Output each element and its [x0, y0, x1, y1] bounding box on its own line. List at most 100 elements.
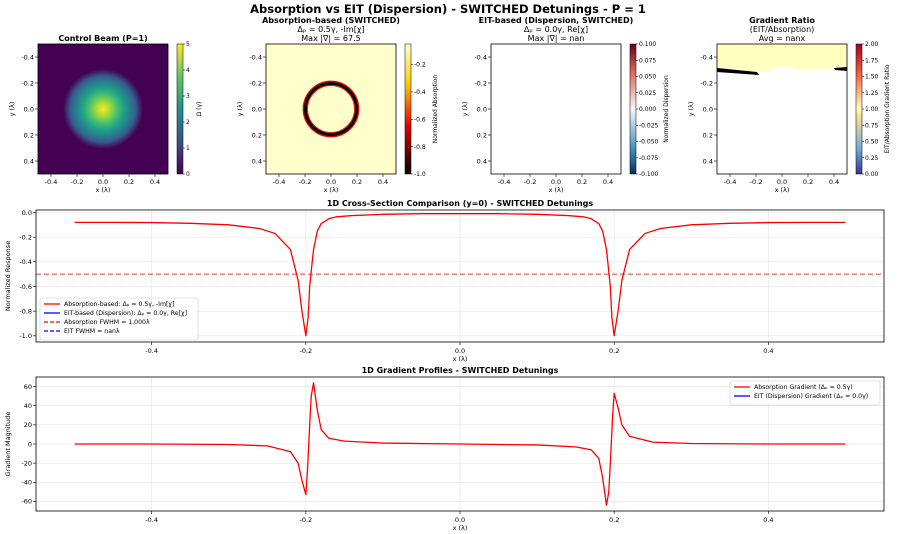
colorbar-tick-label: 1.25 [865, 90, 879, 97]
y-tick-label: 0.4 [703, 157, 713, 165]
colorbar-tick-label: 0.075 [639, 57, 656, 64]
colorbar-tick-label: -0.8 [414, 144, 426, 151]
colorbar-tick-label: 0 [186, 171, 190, 178]
colorbar-label: Normalized Dispersion [663, 75, 670, 143]
y-axis-label: y (λ) [687, 102, 695, 117]
x-tick-label: -0.2 [299, 516, 312, 524]
y-tick-label: 40 [24, 402, 32, 410]
colorbar [404, 43, 412, 175]
ratio-region [717, 44, 847, 72]
colorbar-tick-label: 0.025 [639, 90, 656, 97]
panel-title-line: Max |∇| = nan [528, 34, 585, 43]
colorbar-tick-label: 0.100 [639, 41, 656, 48]
y-axis-label: Normalized Response [4, 241, 12, 311]
x-tick-label: -0.4 [45, 178, 58, 186]
heatmap-background [491, 44, 621, 174]
x-tick-label: 0.2 [352, 178, 362, 186]
x-tick-label: 0.0 [326, 178, 336, 186]
x-tick-label: 0.0 [98, 178, 108, 186]
colorbar-tick-label: 0.00 [865, 171, 879, 178]
y-tick-label: -0.4 [474, 53, 487, 61]
colorbar [629, 43, 637, 175]
x-tick-label: -0.2 [299, 347, 312, 355]
colorbar-tick-label: 0.25 [865, 155, 879, 162]
colorbar-tick-label: 0.000 [639, 106, 656, 113]
y-tick-label: 0.0 [22, 209, 32, 217]
colorbar-tick-label: 5 [186, 41, 190, 48]
legend-label: Absorption FWHM = 1.000λ [64, 319, 150, 326]
plot-frame [35, 376, 885, 512]
x-tick-label: 0.4 [378, 178, 388, 186]
panel-title-line: Δₚ = 0.0γ, Re[χ] [524, 25, 588, 34]
legend-label: EIT FWHM = nanλ [64, 328, 120, 335]
y-tick-label: -0.4 [21, 53, 34, 61]
x-tick-label: 0.4 [603, 178, 613, 186]
y-tick-label: 0.2 [24, 131, 34, 139]
x-tick-label: 0.0 [455, 347, 465, 355]
x-tick-label: -0.4 [498, 178, 511, 186]
x-tick-label: 0.2 [609, 347, 619, 355]
y-tick-label: 0.4 [252, 157, 262, 165]
colorbar-tick-label: 1.75 [865, 57, 879, 64]
colorbar-tick-label: 0.050 [639, 74, 656, 81]
y-axis-label: y (λ) [8, 102, 16, 117]
absorption-ring-outer [302, 80, 360, 138]
image-panel-4: Gradient Ratio(EIT/Absorption)Avg = nanx… [687, 16, 891, 194]
y-tick-label: 0.0 [703, 105, 713, 113]
colorbar-tick-label: 1 [186, 145, 190, 152]
image-panel-1: Control Beam (P=1) -0.4 0.4 -0.2 0.2 0.0 0.0 0.… [8, 34, 203, 194]
panel-title-line: Absorption-based (SWITCHED) [262, 16, 400, 25]
gaussian-spot [63, 69, 143, 149]
y-tick-label: -0.2 [21, 79, 34, 87]
y-tick-label: 60 [24, 383, 32, 391]
colorbar-tick-label: 3 [186, 93, 190, 100]
absorption-ring-inner [307, 85, 355, 133]
y-axis-label: y (λ) [236, 102, 244, 117]
colorbar-tick-label: 4 [186, 67, 190, 74]
series-line-1 [74, 213, 846, 337]
colorbar-tick-label: -0.100 [639, 171, 659, 178]
colorbar-tick-label: 2 [186, 119, 190, 126]
y-tick-label: -1.0 [19, 332, 32, 340]
x-tick-label: 0.0 [777, 178, 787, 186]
x-tick-label: 0.4 [763, 347, 773, 355]
y-tick-label: 0.0 [252, 105, 262, 113]
panel-title-line: Max |∇| = 67.5 [301, 34, 360, 43]
y-tick-label: 0.4 [477, 157, 487, 165]
y-tick-label: -0.6 [19, 283, 32, 291]
x-tick-label: 0.2 [609, 516, 619, 524]
legend-label: Absorption-based: Δₚ = 0.5γ, -Im[χ] [64, 301, 174, 308]
ratio-edge-left [717, 68, 759, 75]
ratio-edge-right [834, 67, 847, 71]
panel-title-line: (EIT/Absorption) [750, 25, 815, 34]
plot-title: 1D Gradient Profiles - SWITCHED Detuning… [362, 366, 559, 375]
colorbar-tick-label: 0.75 [865, 122, 879, 129]
series-line-1 [74, 382, 846, 506]
x-tick-label: 0.4 [763, 516, 773, 524]
panel-title-line: EIT-based (Dispersion, SWITCHED) [479, 16, 634, 25]
y-tick-label: -0.2 [249, 79, 262, 87]
x-tick-label: 0.0 [455, 516, 465, 524]
colorbar-tick-label: -0.2 [414, 62, 426, 69]
y-tick-label: -20 [21, 459, 32, 467]
x-tick-label: -0.2 [750, 178, 763, 186]
absorption-ring-glow [302, 80, 360, 138]
colorbar-label: Normalized Absorption [432, 75, 439, 144]
colorbar-tick-label: 2.00 [865, 41, 879, 48]
y-tick-label: -0.8 [19, 307, 32, 315]
plot-title: 1D Cross-Section Comparison (y=0) - SWIT… [327, 199, 593, 208]
y-tick-label: 0.2 [252, 131, 262, 139]
y-tick-label: -0.2 [474, 79, 487, 87]
legend-label: Absorption Gradient (Δₚ = 0.5γ) [754, 384, 853, 391]
y-tick-label: 0.2 [477, 131, 487, 139]
x-tick-label: 0.2 [577, 178, 587, 186]
x-tick-label: 0.4 [150, 178, 160, 186]
y-tick-label: -0.2 [700, 79, 713, 87]
colorbar-tick-label: -1.0 [414, 171, 426, 178]
legend-box [39, 297, 199, 341]
x-tick-label: -0.4 [145, 516, 158, 524]
x-tick-label: -0.4 [145, 347, 158, 355]
legend: Absorption Gradient (Δₚ = 0.5γ) EIT (Disp… [729, 380, 881, 406]
colorbar [855, 43, 863, 175]
